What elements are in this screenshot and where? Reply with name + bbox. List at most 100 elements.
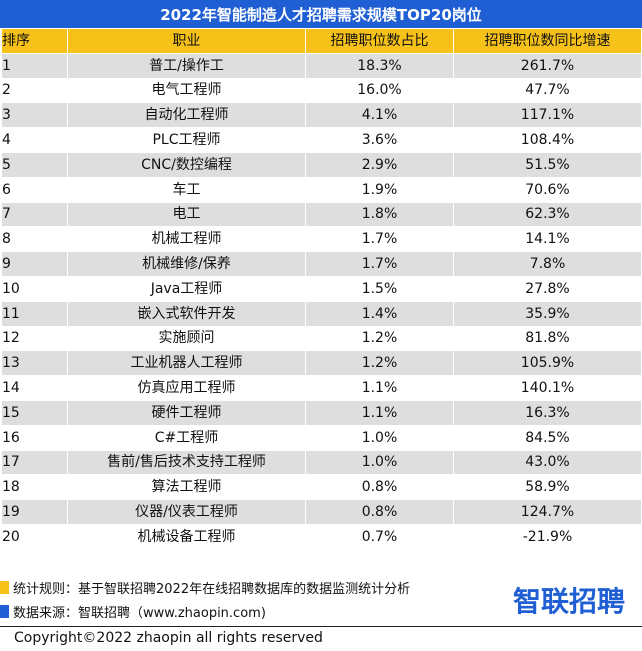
footer-divider — [0, 626, 642, 627]
cell-growth: 124.7% — [453, 499, 642, 525]
cell-job: 机械维修/保养 — [67, 251, 306, 277]
header-share: 招聘职位数占比 — [305, 28, 454, 54]
table-row: 16 C#工程师 1.0% 84.5% — [1, 424, 642, 451]
table-row: 8 机械工程师 1.7% 14.1% — [1, 226, 642, 253]
cell-growth: 35.9% — [453, 300, 642, 327]
cell-job: 机械工程师 — [67, 226, 306, 253]
cell-share: 18.3% — [305, 52, 454, 79]
cell-share: 1.4% — [305, 300, 454, 327]
cell-growth: 51.5% — [453, 151, 642, 178]
table-row: 11 嵌入式软件开发 1.4% 35.9% — [1, 300, 642, 327]
cell-share: 1.8% — [305, 201, 454, 228]
cell-share: 0.8% — [305, 499, 454, 525]
zhaopin-logo: 智联招聘 — [513, 585, 626, 618]
cell-growth: 261.7% — [453, 52, 642, 79]
cell-job: 自动化工程师 — [67, 102, 306, 129]
cell-share: 2.9% — [305, 151, 454, 178]
cell-growth: 16.3% — [453, 399, 642, 426]
cell-growth: -21.9% — [453, 523, 642, 550]
cell-growth: 117.1% — [453, 102, 642, 129]
cell-growth: 58.9% — [453, 474, 642, 501]
note-source-text: 数据来源：智联招聘（www.zhaopin.com) — [13, 605, 266, 621]
cell-share: 1.0% — [305, 424, 454, 451]
table-row: 1 普工/操作工 18.3% 261.7% — [1, 52, 642, 79]
table-row: 9 机械维修/保养 1.7% 7.8% — [1, 251, 642, 277]
cell-rank: 9 — [1, 251, 68, 277]
cell-job: Java工程师 — [67, 275, 306, 302]
cell-rank: 12 — [1, 325, 68, 352]
table-row: 3 自动化工程师 4.1% 117.1% — [1, 102, 642, 129]
table-row: 4 PLC工程师 3.6% 108.4% — [1, 127, 642, 153]
cell-share: 1.7% — [305, 226, 454, 253]
table-row: 10 Java工程师 1.5% 27.8% — [1, 275, 642, 302]
note-rule-text: 统计规则：基于智联招聘2022年在线招聘数据库的数据监测统计分析 — [13, 581, 411, 597]
cell-growth: 27.8% — [453, 275, 642, 302]
cell-job: CNC/数控编程 — [67, 151, 306, 178]
cell-job: 仿真应用工程师 — [67, 375, 306, 401]
header-job: 职业 — [67, 28, 306, 54]
cell-share: 4.1% — [305, 102, 454, 129]
cell-growth: 14.1% — [453, 226, 642, 253]
cell-share: 1.9% — [305, 176, 454, 203]
cell-growth: 140.1% — [453, 375, 642, 401]
cell-rank: 11 — [1, 300, 68, 327]
cell-job: 电工 — [67, 201, 306, 228]
cell-rank: 1 — [1, 52, 68, 79]
cell-share: 1.5% — [305, 275, 454, 302]
cell-rank: 4 — [1, 127, 68, 153]
table-row: 20 机械设备工程师 0.7% -21.9% — [1, 523, 642, 550]
cell-rank: 15 — [1, 399, 68, 426]
cell-job: 硬件工程师 — [67, 399, 306, 426]
cell-growth: 108.4% — [453, 127, 642, 153]
cell-growth: 62.3% — [453, 201, 642, 228]
table-row: 5 CNC/数控编程 2.9% 51.5% — [1, 151, 642, 178]
page-title: 2022年智能制造人才招聘需求规模TOP20岗位 — [0, 0, 642, 28]
cell-rank: 17 — [1, 449, 68, 476]
cell-rank: 7 — [1, 201, 68, 228]
cell-job: 普工/操作工 — [67, 52, 306, 79]
cell-rank: 8 — [1, 226, 68, 253]
header-growth: 招聘职位数同比增速 — [453, 28, 642, 54]
cell-rank: 20 — [1, 523, 68, 550]
cell-share: 1.7% — [305, 251, 454, 277]
cell-job: 嵌入式软件开发 — [67, 300, 306, 327]
cell-rank: 16 — [1, 424, 68, 451]
cell-rank: 2 — [1, 77, 68, 104]
note-source: 数据来源：智联招聘（www.zhaopin.com) — [0, 601, 266, 621]
cell-share: 0.7% — [305, 523, 454, 550]
cell-rank: 3 — [1, 102, 68, 129]
cell-rank: 18 — [1, 474, 68, 501]
cell-job: 售前/售后技术支持工程师 — [67, 449, 306, 476]
cell-rank: 14 — [1, 375, 68, 401]
cell-job: 仪器/仪表工程师 — [67, 499, 306, 525]
cell-job: 机械设备工程师 — [67, 523, 306, 550]
cell-share: 1.2% — [305, 325, 454, 352]
cell-rank: 6 — [1, 176, 68, 203]
cell-share: 1.1% — [305, 399, 454, 426]
cell-growth: 47.7% — [453, 77, 642, 104]
table-row: 17 售前/售后技术支持工程师 1.0% 43.0% — [1, 449, 642, 476]
table-row: 2 电气工程师 16.0% 47.7% — [1, 77, 642, 104]
ranking-table: 排序 职业 招聘职位数占比 招聘职位数同比增速 1 普工/操作工 18.3% 261.… — [1, 28, 642, 550]
cell-growth: 70.6% — [453, 176, 642, 203]
table-row: 12 实施顾问 1.2% 81.8% — [1, 325, 642, 352]
cell-share: 1.2% — [305, 350, 454, 377]
cell-job: 工业机器人工程师 — [67, 350, 306, 377]
blue-square-icon — [0, 604, 9, 618]
table-row: 7 电工 1.8% 62.3% — [1, 201, 642, 228]
table-header-row: 排序 职业 招聘职位数占比 招聘职位数同比增速 — [1, 28, 642, 54]
cell-job: PLC工程师 — [67, 127, 306, 153]
cell-rank: 19 — [1, 499, 68, 525]
table-row: 6 车工 1.9% 70.6% — [1, 176, 642, 203]
table-row: 13 工业机器人工程师 1.2% 105.9% — [1, 350, 642, 377]
cell-share: 1.0% — [305, 449, 454, 476]
header-rank: 排序 — [1, 28, 68, 54]
table-row: 19 仪器/仪表工程师 0.8% 124.7% — [1, 499, 642, 525]
cell-job: C#工程师 — [67, 424, 306, 451]
cell-share: 3.6% — [305, 127, 454, 153]
cell-growth: 81.8% — [453, 325, 642, 352]
note-rule: 统计规则：基于智联招聘2022年在线招聘数据库的数据监测统计分析 — [0, 577, 410, 597]
cell-rank: 10 — [1, 275, 68, 302]
cell-growth: 84.5% — [453, 424, 642, 451]
cell-growth: 43.0% — [453, 449, 642, 476]
